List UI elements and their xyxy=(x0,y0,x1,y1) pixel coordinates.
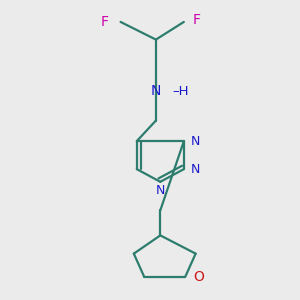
Text: N: N xyxy=(191,135,200,148)
Text: O: O xyxy=(193,270,204,283)
Text: N: N xyxy=(151,84,161,98)
Text: F: F xyxy=(193,14,201,27)
Text: N: N xyxy=(191,163,200,176)
Text: F: F xyxy=(100,15,108,29)
Text: N: N xyxy=(156,184,165,196)
Text: –H: –H xyxy=(173,85,189,98)
